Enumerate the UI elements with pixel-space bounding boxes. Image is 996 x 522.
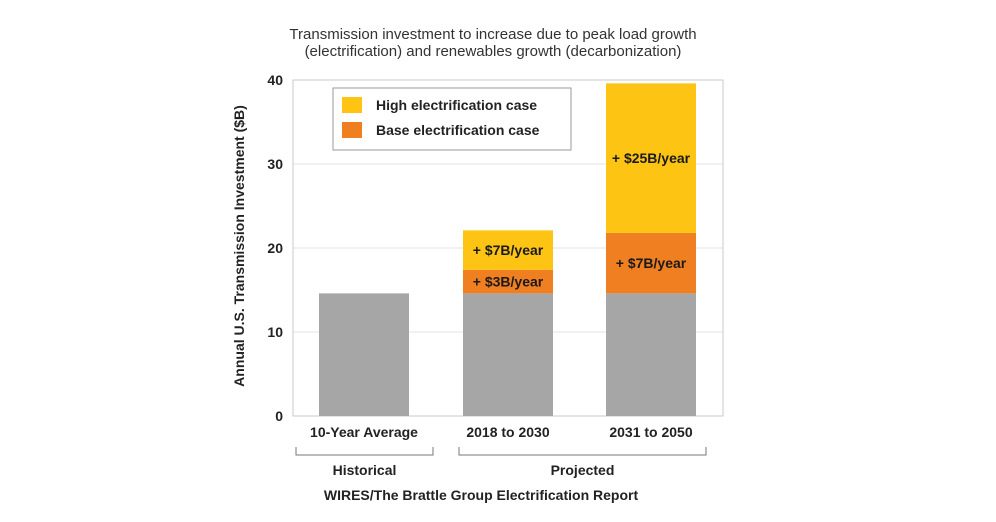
y-tick-label: 10 — [267, 324, 283, 340]
chart-title-line-1: Transmission investment to increase due … — [289, 26, 696, 43]
bar-segment-label: + $25B/year — [612, 150, 691, 166]
bar-segment-label: + $7B/year — [473, 242, 544, 258]
legend-swatch — [342, 122, 362, 138]
x-category-label: 2031 to 2050 — [609, 424, 692, 440]
y-tick-label: 30 — [267, 156, 283, 172]
group-bracket — [458, 447, 707, 456]
y-axis-title: Annual U.S. Transmission Investment ($B) — [231, 105, 247, 387]
bar-segment — [606, 232, 696, 294]
legend-entry-label: High electrification case — [376, 97, 537, 113]
category-group-label: Projected — [551, 462, 615, 478]
legend-entry-label: Base electrification case — [376, 122, 540, 138]
legend-swatch — [342, 97, 362, 113]
bar-segment — [463, 293, 553, 416]
source-caption: WIRES/The Brattle Group Electrification … — [324, 487, 639, 503]
category-groups: Historical Projected — [295, 447, 707, 478]
y-tick-label: 0 — [275, 408, 283, 424]
chart-title-line-2: (electrification) and renewables growth … — [305, 43, 682, 60]
legend: High electrification case Base electrific… — [332, 87, 572, 151]
bar-segment — [463, 269, 553, 294]
y-tick-label: 20 — [267, 240, 283, 256]
x-category-label: 2018 to 2030 — [466, 424, 549, 440]
bar-segment — [319, 293, 409, 416]
y-tick-labels: 0 10 20 30 40 — [267, 72, 283, 424]
group-bracket — [295, 447, 434, 456]
legend-box — [332, 87, 572, 151]
bar-segment — [606, 83, 696, 233]
bar-segment — [606, 293, 696, 416]
x-category-label: 10-Year Average — [310, 424, 418, 440]
category-labels: 10-Year Average 2018 to 2030 2031 to 2050 — [310, 424, 693, 440]
bars: + $3B/year + $7B/year + $7B/year + $25B/yea… — [319, 83, 696, 416]
category-group-label: Historical — [333, 462, 397, 478]
y-tick-label: 40 — [267, 72, 283, 88]
bar-segment-label: + $3B/year — [473, 274, 544, 290]
bar-segment-label: + $7B/year — [616, 255, 687, 271]
bar-segment — [463, 230, 553, 270]
